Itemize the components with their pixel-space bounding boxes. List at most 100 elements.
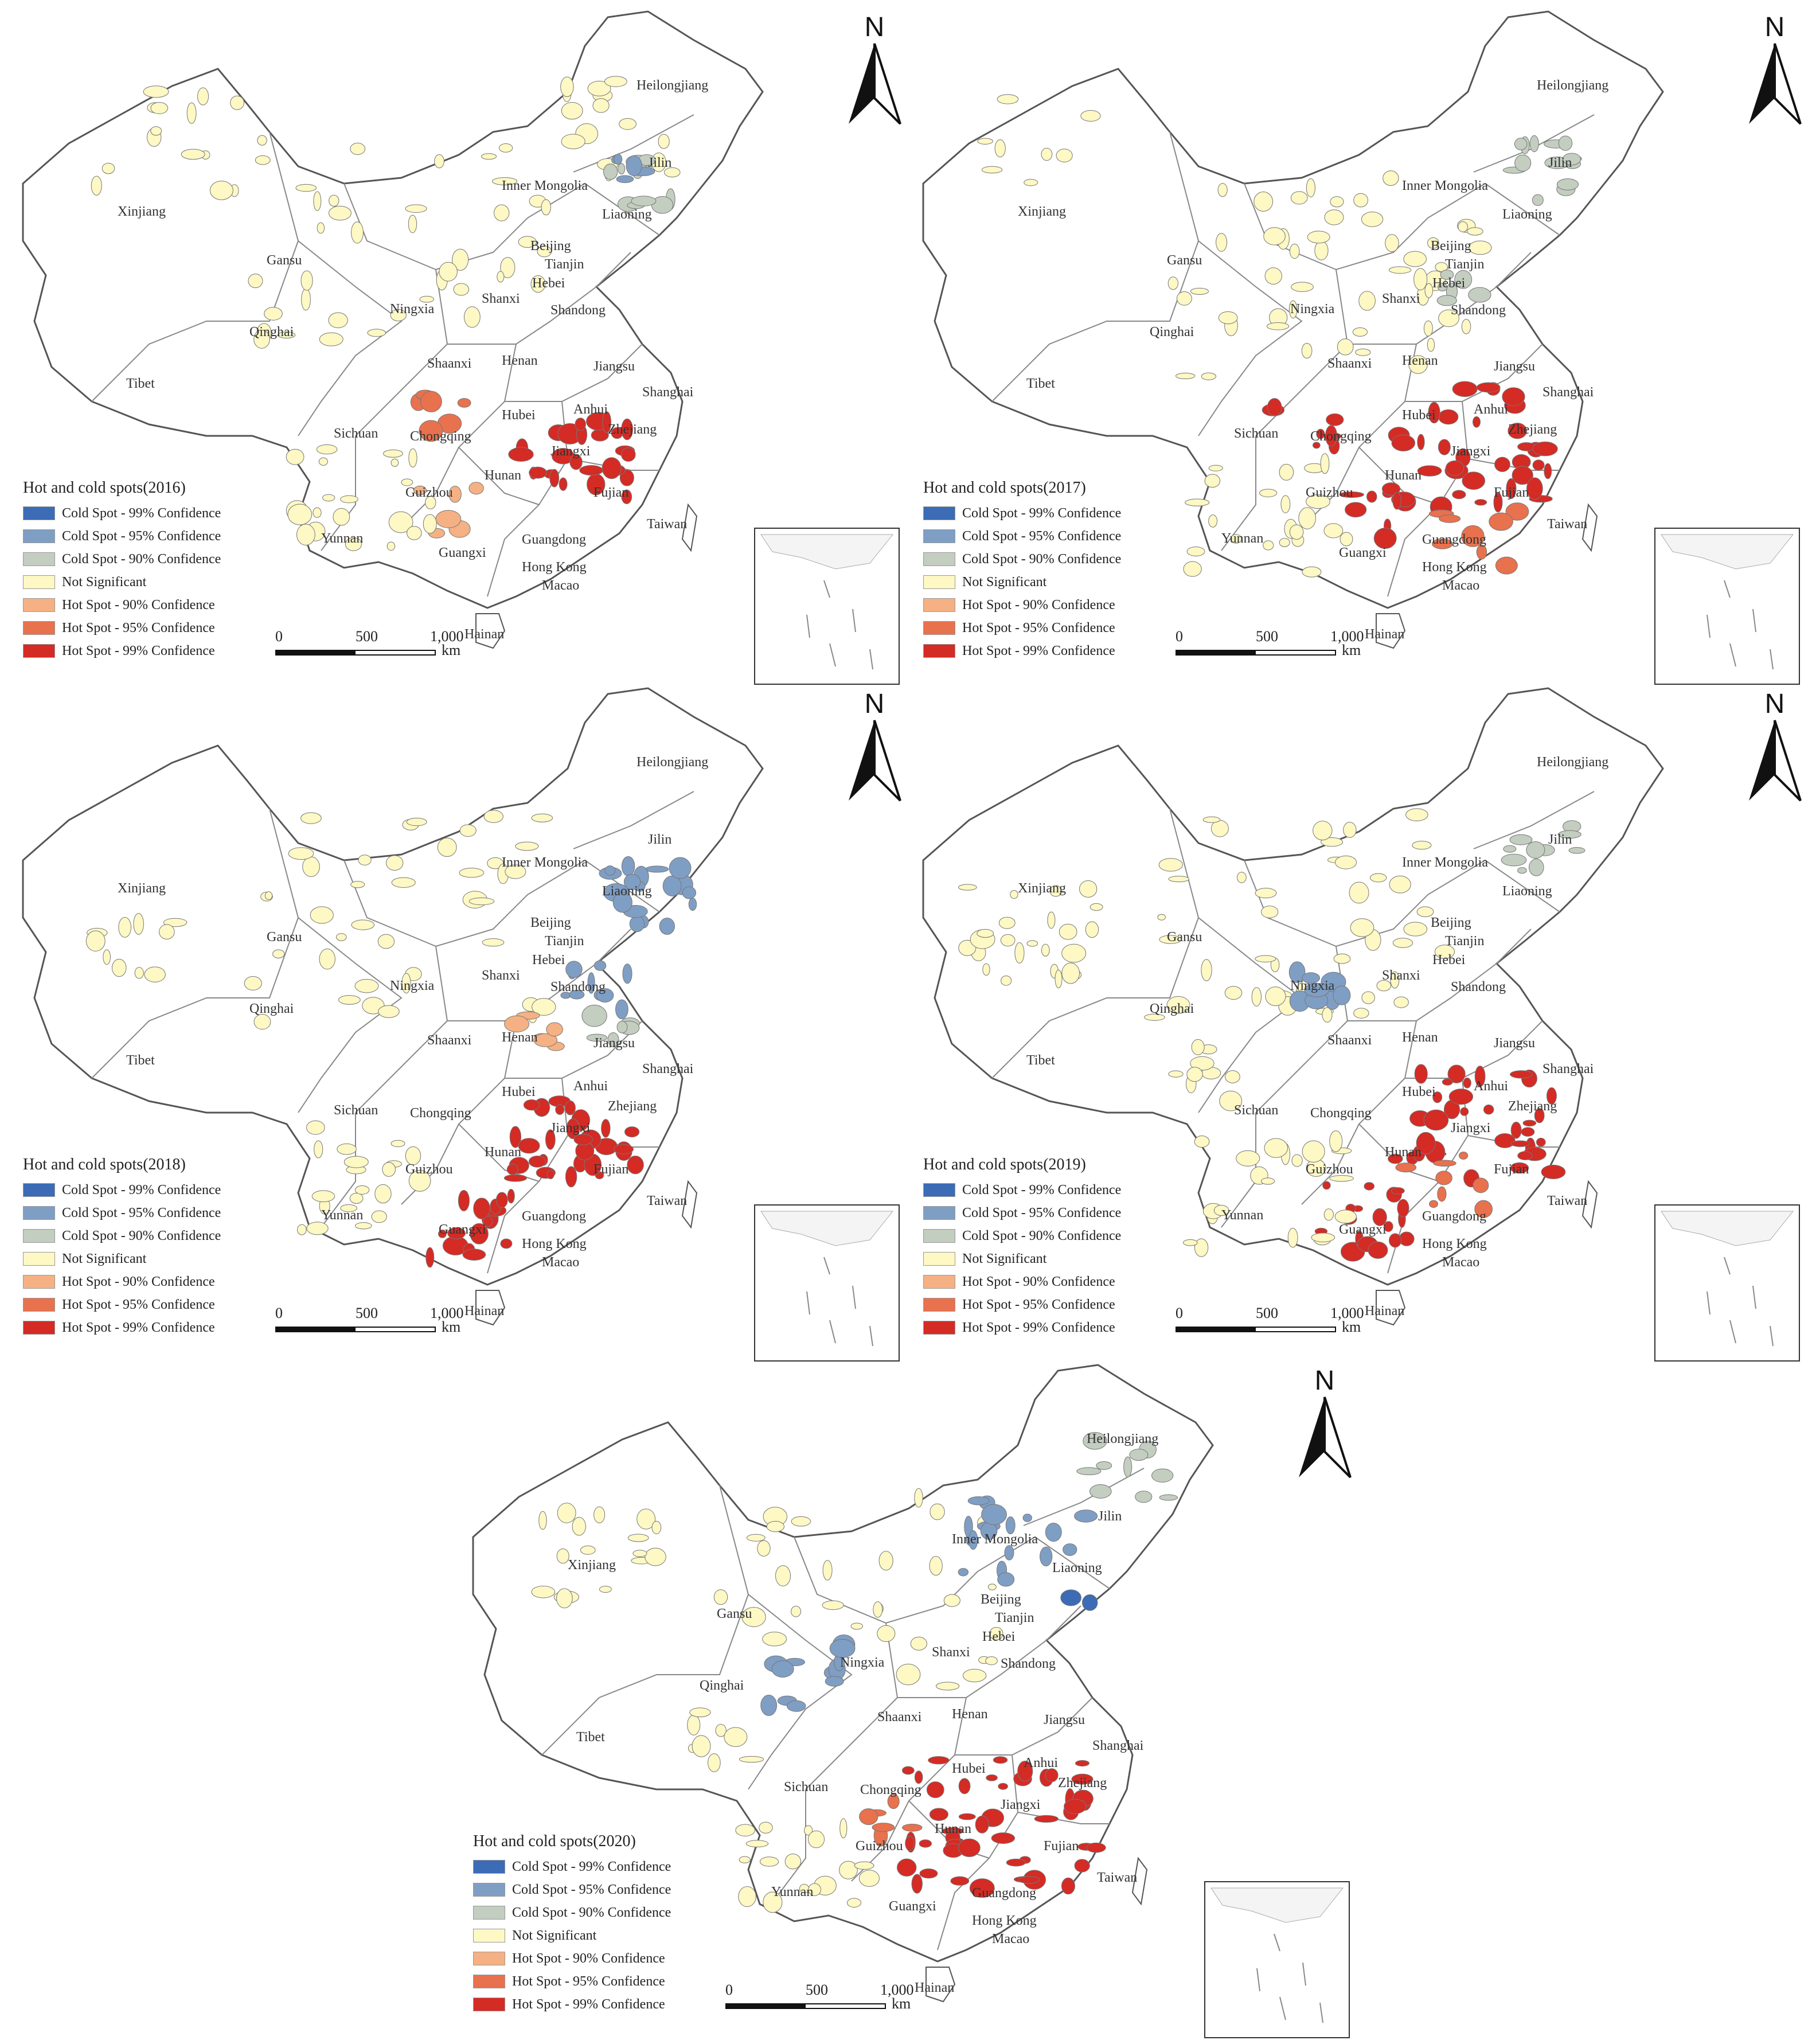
legend-swatch bbox=[473, 1860, 505, 1874]
spot-patch bbox=[682, 886, 697, 899]
spot-patch bbox=[391, 877, 416, 888]
spot-patch bbox=[1476, 382, 1501, 393]
spot-patch bbox=[351, 919, 375, 930]
province-label: Shanxi bbox=[1382, 968, 1420, 983]
legend-label: Not Significant bbox=[62, 1251, 147, 1266]
spot-patch bbox=[1416, 906, 1434, 917]
spot-patch bbox=[981, 1504, 1007, 1526]
legend-label: Cold Spot - 95% Confidence bbox=[962, 1205, 1122, 1220]
spot-patch bbox=[1392, 492, 1401, 510]
spot-patch bbox=[763, 1891, 783, 1913]
scale-tick: 500 bbox=[806, 1981, 828, 1998]
province-label: Ningxia bbox=[390, 978, 435, 993]
province-label: Guangdong bbox=[972, 1886, 1036, 1901]
spot-patch bbox=[1014, 942, 1025, 964]
scale-tick: 500 bbox=[1256, 1305, 1278, 1321]
spot-patch bbox=[505, 864, 526, 879]
spot-patch bbox=[914, 1488, 923, 1508]
province-label: Ningxia bbox=[390, 302, 435, 317]
province-label: Hebei bbox=[1432, 276, 1466, 291]
legend: Hot and cold spots(2018) Cold Spot - 99% … bbox=[23, 1156, 221, 1339]
spot-patch bbox=[1175, 373, 1196, 380]
spot-patch bbox=[618, 163, 626, 174]
province-label: Shanxi bbox=[932, 1645, 970, 1660]
province-label: Shanghai bbox=[1092, 1738, 1144, 1753]
province-label: Jiangsu bbox=[1494, 359, 1535, 374]
spot-patch bbox=[1176, 291, 1192, 306]
province-label: Jiangxi bbox=[1001, 1797, 1041, 1812]
spot-patch bbox=[1403, 922, 1428, 937]
province-label: Gansu bbox=[1167, 930, 1202, 945]
spot-patch bbox=[604, 865, 616, 876]
spot-patch bbox=[144, 966, 166, 982]
spot-patch bbox=[150, 102, 169, 114]
spot-patch bbox=[350, 881, 365, 888]
province-label: Inner Mongolia bbox=[952, 1532, 1038, 1547]
spot-patch bbox=[111, 958, 127, 977]
spot-patch bbox=[878, 1551, 893, 1571]
spot-patch bbox=[1074, 1859, 1090, 1873]
spot-patch bbox=[1353, 193, 1368, 208]
spot-patch bbox=[663, 167, 681, 178]
spot-patch bbox=[1508, 423, 1527, 439]
spot-patch bbox=[1462, 471, 1486, 490]
province-label: Hainan bbox=[915, 1980, 955, 1995]
spot-patch bbox=[1459, 1151, 1469, 1160]
legend-swatch bbox=[923, 1252, 955, 1266]
spot-patch bbox=[459, 868, 485, 878]
spot-patch bbox=[1202, 816, 1221, 823]
spot-patch bbox=[434, 154, 444, 169]
province-label: Jiangxi bbox=[1451, 1121, 1491, 1136]
spot-patch bbox=[546, 1170, 554, 1179]
spot-patch bbox=[288, 847, 314, 860]
spot-patch bbox=[614, 154, 623, 165]
spot-patch bbox=[1191, 1039, 1205, 1055]
spot-patch bbox=[1541, 1164, 1566, 1180]
spot-patch bbox=[713, 1589, 728, 1605]
spot-patch bbox=[1472, 416, 1481, 428]
spot-patch bbox=[741, 1606, 766, 1627]
spot-patch bbox=[383, 449, 403, 458]
spot-patch bbox=[822, 1560, 833, 1581]
north-arrow: N bbox=[1299, 1365, 1352, 1480]
spot-patch bbox=[662, 875, 682, 896]
spot-patch bbox=[1493, 492, 1503, 513]
province-label: Taiwan bbox=[647, 1193, 688, 1208]
legend-label: Hot Spot - 99% Confidence bbox=[62, 643, 215, 658]
legend-swatch bbox=[923, 529, 955, 543]
province-label: Shandong bbox=[550, 980, 606, 994]
spot-patch bbox=[244, 976, 262, 991]
north-arrow-icon bbox=[1749, 720, 1802, 802]
spot-patch bbox=[905, 1836, 915, 1851]
spot-patch bbox=[134, 967, 144, 979]
province-border bbox=[343, 859, 660, 947]
province-label: Tibet bbox=[576, 1730, 605, 1745]
province-label: Xinjiang bbox=[118, 204, 166, 219]
province-label: Macao bbox=[1442, 1255, 1480, 1270]
spot-patch bbox=[858, 1870, 880, 1887]
spot-patch bbox=[1361, 991, 1375, 1004]
spot-patch bbox=[1194, 1135, 1210, 1148]
spot-patch bbox=[1322, 1181, 1331, 1190]
legend-title: Hot and cold spots(2018) bbox=[23, 1156, 186, 1173]
province-label: Inner Mongolia bbox=[1402, 855, 1488, 870]
scale-tick: 0 bbox=[1176, 1305, 1183, 1321]
legend-item: Cold Spot - 90% Confidence bbox=[473, 1901, 671, 1924]
spot-patch bbox=[651, 1520, 662, 1535]
spot-patch bbox=[319, 332, 343, 346]
province-label: Jiangsu bbox=[1494, 1036, 1535, 1051]
spot-patch bbox=[902, 1823, 923, 1832]
spot-patch bbox=[406, 817, 427, 826]
legend-swatch bbox=[923, 1275, 955, 1289]
spot-patch bbox=[1364, 1182, 1375, 1191]
province-border bbox=[447, 286, 597, 345]
spot-patch bbox=[481, 153, 497, 160]
spot-patch bbox=[1434, 945, 1455, 959]
spot-patch bbox=[405, 1146, 421, 1165]
spot-patch bbox=[1358, 291, 1376, 311]
spot-patch bbox=[447, 1227, 466, 1239]
spot-patch bbox=[759, 1821, 773, 1834]
spot-patch bbox=[636, 1508, 656, 1530]
spot-patch bbox=[529, 466, 547, 479]
spot-patch bbox=[569, 454, 583, 470]
